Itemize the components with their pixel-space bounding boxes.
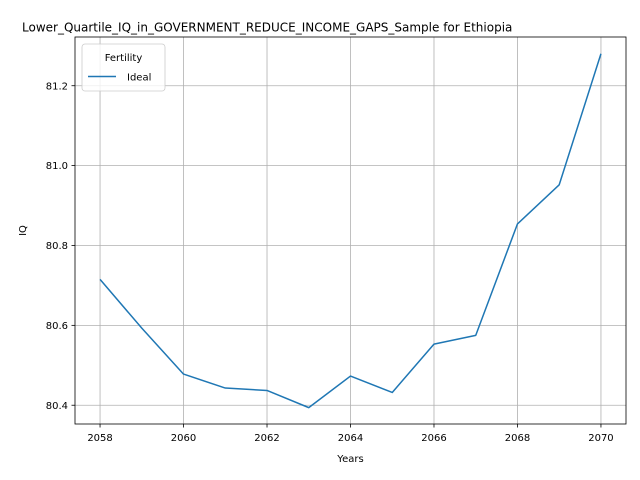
plot-frame bbox=[74, 36, 627, 425]
x-tick-label: 2070 bbox=[588, 433, 613, 444]
y-tick-label: 80.4 bbox=[46, 401, 68, 412]
legend-label-ideal: Ideal bbox=[127, 73, 151, 84]
x-axis-label: Years bbox=[336, 454, 363, 465]
x-tick-label: 2060 bbox=[171, 433, 196, 444]
axis-ticks: 2058 2060 2062 2064 2066 2068 2070 80.4 80.6 80.8… bbox=[46, 81, 614, 444]
x-tick-label: 2062 bbox=[254, 433, 279, 444]
x-tick-label: 2068 bbox=[505, 433, 530, 444]
y-tick-label: 80.8 bbox=[46, 241, 68, 252]
legend-box bbox=[81, 43, 166, 92]
x-tick-label: 2064 bbox=[338, 433, 363, 444]
legend: Fertility Ideal bbox=[81, 43, 166, 92]
y-tick-label: 81.0 bbox=[46, 161, 68, 172]
grid bbox=[75, 37, 626, 424]
y-tick-label: 81.2 bbox=[46, 81, 68, 92]
x-tick-label: 2066 bbox=[421, 433, 446, 444]
legend-title: Fertility bbox=[105, 53, 143, 64]
y-tick-label: 80.6 bbox=[46, 321, 68, 332]
y-axis-label: IQ bbox=[18, 225, 29, 236]
series-layer bbox=[99, 53, 602, 409]
chart-title: Lower_Quartile_IQ_in_GOVERNMENT_REDUCE_I… bbox=[22, 21, 512, 35]
x-tick-label: 2058 bbox=[87, 433, 112, 444]
